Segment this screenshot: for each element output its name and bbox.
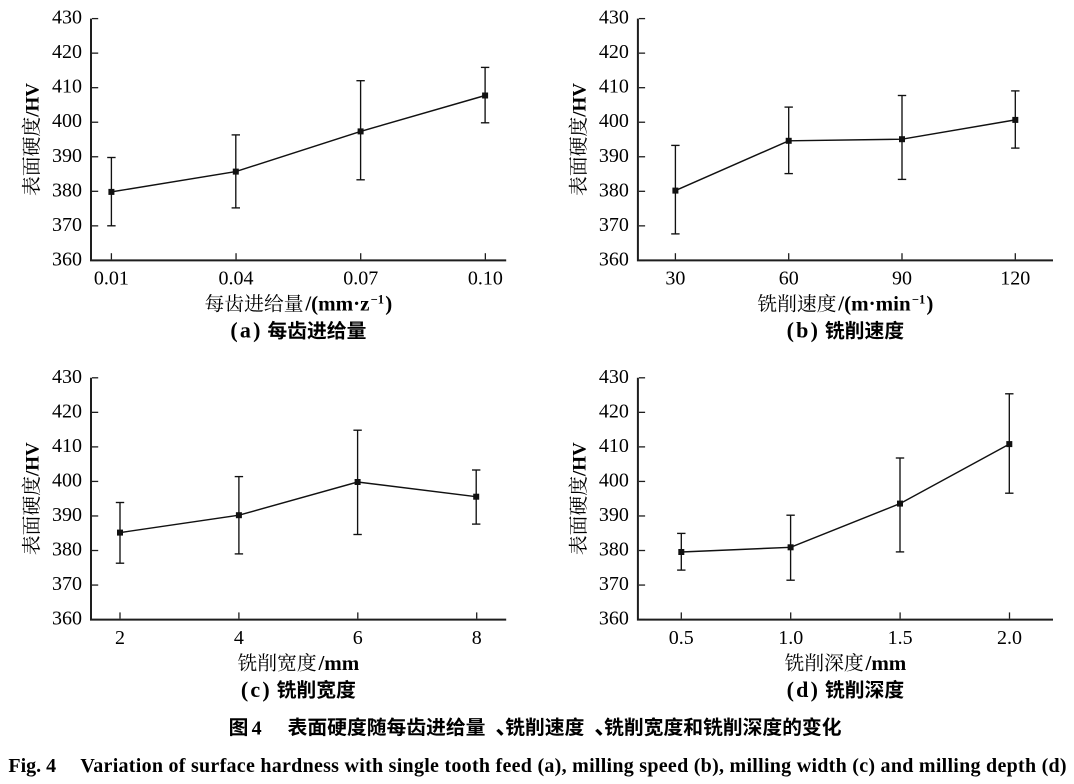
svg-text:380: 380 [52,179,82,201]
svg-text:390: 390 [52,145,82,167]
svg-text:): ) [385,292,392,316]
svg-text:/HV: /HV [569,83,590,118]
svg-text:400: 400 [52,469,82,491]
svg-text:410: 410 [52,76,82,98]
svg-text:30: 30 [665,268,685,290]
svg-text:/mm: /mm [864,651,906,675]
svg-text:370: 370 [52,573,82,595]
svg-text:380: 380 [599,179,629,201]
svg-text:410: 410 [599,435,629,457]
svg-text:370: 370 [599,214,629,236]
svg-text:60: 60 [779,268,799,290]
svg-text:390: 390 [599,145,629,167]
svg-text:Fig. 4: Fig. 4 [8,755,56,777]
svg-text:370: 370 [599,573,629,595]
svg-text:/HV: /HV [23,442,44,477]
svg-text:420: 420 [599,400,629,422]
svg-text:430: 430 [599,7,629,29]
svg-text:6: 6 [353,627,363,649]
svg-text:420: 420 [52,400,82,422]
svg-text:400: 400 [52,110,82,132]
svg-text:410: 410 [599,76,629,98]
svg-text:390: 390 [52,504,82,526]
svg-text:−1: −1 [371,293,384,307]
svg-text:0.04: 0.04 [219,268,254,290]
svg-text:4: 4 [252,717,262,739]
svg-text:4: 4 [234,627,244,649]
svg-text:360: 360 [52,608,82,630]
svg-text:/HV: /HV [23,83,44,118]
svg-text:370: 370 [52,214,82,236]
svg-text:410: 410 [52,435,82,457]
svg-text:/mm: /mm [317,651,359,675]
svg-text:90: 90 [892,268,912,290]
svg-text:430: 430 [52,366,82,388]
svg-text:/(m·min: /(m·min [837,292,911,316]
svg-text:360: 360 [599,248,629,270]
svg-text:1.5: 1.5 [888,627,913,649]
svg-text:430: 430 [52,7,82,29]
svg-text:380: 380 [52,539,82,561]
svg-text:400: 400 [599,110,629,132]
svg-text:0.10: 0.10 [468,268,503,290]
svg-text:(c): (c) [241,677,272,702]
svg-text:1.0: 1.0 [778,627,803,649]
svg-text:−1: −1 [912,293,925,307]
svg-text:2: 2 [115,627,125,649]
svg-text:(b): (b) [787,318,821,343]
svg-text:Variation of surface hardness: Variation of surface hardness with singl… [80,755,1066,777]
svg-text:0.01: 0.01 [94,268,129,290]
svg-text:8: 8 [472,627,482,649]
svg-text:(a): (a) [230,318,262,343]
svg-text:2.0: 2.0 [997,627,1022,649]
svg-text:0.5: 0.5 [669,627,694,649]
svg-text:/(mm·z: /(mm·z [304,292,369,316]
svg-text:390: 390 [599,504,629,526]
svg-text:120: 120 [1000,268,1030,290]
svg-text:380: 380 [599,539,629,561]
svg-text:360: 360 [599,608,629,630]
svg-text:/HV: /HV [569,442,590,477]
svg-text:): ) [926,292,933,316]
svg-text:360: 360 [52,248,82,270]
svg-text:400: 400 [599,469,629,491]
svg-text:420: 420 [599,41,629,63]
svg-text:420: 420 [52,41,82,63]
svg-text:(d): (d) [787,677,821,702]
svg-text:430: 430 [599,366,629,388]
svg-text:0.07: 0.07 [343,268,378,290]
